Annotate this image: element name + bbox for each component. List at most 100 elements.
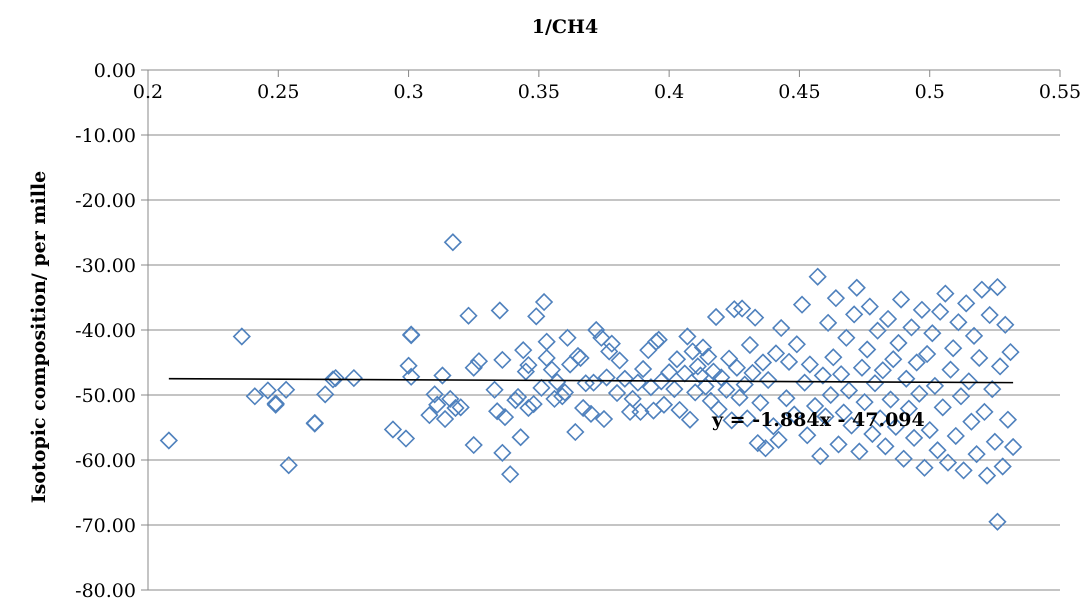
data-point bbox=[639, 341, 658, 360]
data-point bbox=[910, 384, 929, 403]
data-point bbox=[660, 363, 679, 382]
data-point bbox=[811, 446, 830, 466]
data-point bbox=[305, 414, 324, 433]
data-point bbox=[873, 361, 892, 380]
data-point bbox=[670, 400, 689, 420]
data-point bbox=[519, 398, 538, 418]
data-point bbox=[568, 346, 588, 366]
data-point bbox=[159, 431, 178, 450]
data-point bbox=[837, 328, 856, 347]
data-point bbox=[495, 407, 515, 427]
data-point bbox=[756, 439, 775, 458]
data-point bbox=[868, 321, 887, 340]
data-point bbox=[831, 365, 851, 384]
data-point bbox=[876, 437, 895, 456]
data-point bbox=[928, 441, 947, 460]
data-point bbox=[725, 300, 744, 319]
data-point bbox=[787, 335, 806, 354]
data-point bbox=[902, 318, 921, 337]
data-point bbox=[964, 326, 984, 345]
axes: 0.00 -10.00 -20.00 -30.00 -40.00 -50.00 -60.00… bbox=[75, 60, 1081, 602]
data-point bbox=[402, 325, 421, 344]
data-point bbox=[574, 398, 593, 418]
data-point bbox=[951, 387, 971, 406]
data-point bbox=[646, 332, 666, 351]
data-point bbox=[571, 348, 590, 368]
y-tick-label: -30.00 bbox=[75, 255, 136, 277]
data-point bbox=[769, 430, 788, 449]
data-point bbox=[266, 394, 285, 413]
data-point bbox=[988, 512, 1007, 531]
data-point bbox=[597, 368, 616, 387]
data-point bbox=[1003, 437, 1023, 457]
data-point bbox=[858, 340, 877, 359]
data-point bbox=[855, 393, 874, 412]
data-point bbox=[451, 398, 470, 417]
data-point bbox=[842, 416, 861, 435]
data-point bbox=[441, 389, 460, 409]
data-point bbox=[889, 333, 908, 353]
data-point bbox=[425, 385, 444, 404]
data-point bbox=[745, 308, 765, 327]
data-point bbox=[610, 351, 629, 370]
data-point bbox=[972, 280, 991, 299]
data-point bbox=[566, 422, 585, 442]
data-point bbox=[678, 327, 697, 346]
y-tick-label: -70.00 bbox=[75, 515, 136, 537]
data-point bbox=[730, 388, 749, 407]
data-point bbox=[785, 405, 804, 424]
data-point bbox=[996, 315, 1015, 334]
y-tick-label: -10.00 bbox=[75, 125, 136, 147]
data-point bbox=[524, 394, 543, 414]
x-tick-label: 0.45 bbox=[778, 81, 820, 103]
data-point bbox=[826, 289, 846, 308]
y-tick-label: -50.00 bbox=[75, 385, 136, 407]
data-point bbox=[469, 352, 489, 371]
data-point bbox=[850, 442, 869, 461]
data-point bbox=[959, 372, 978, 391]
trendline bbox=[168, 377, 1014, 384]
data-point bbox=[990, 357, 1010, 376]
data-point bbox=[511, 428, 530, 447]
data-point bbox=[936, 284, 955, 303]
data-point bbox=[501, 465, 520, 484]
data-point bbox=[704, 362, 723, 381]
data-point bbox=[834, 403, 853, 422]
data-point bbox=[923, 324, 942, 343]
data-point bbox=[829, 435, 848, 454]
data-point bbox=[795, 373, 814, 392]
y-tick-label: -40.00 bbox=[75, 320, 136, 342]
data-point bbox=[628, 373, 648, 392]
data-point bbox=[847, 278, 866, 297]
data-point bbox=[620, 402, 640, 422]
data-point bbox=[527, 307, 546, 326]
data-point bbox=[508, 387, 528, 407]
data-point bbox=[537, 332, 556, 351]
data-point bbox=[860, 297, 879, 316]
data-point bbox=[547, 372, 567, 392]
data-point bbox=[581, 404, 601, 423]
data-point bbox=[764, 417, 783, 436]
data-point bbox=[326, 368, 345, 388]
data-point bbox=[946, 426, 965, 446]
y-tick-label: -60.00 bbox=[75, 450, 136, 472]
data-point bbox=[493, 443, 512, 462]
data-point bbox=[545, 389, 564, 409]
data-point bbox=[258, 381, 277, 400]
y-axis-title: Isotopic composition/ per mille bbox=[28, 171, 50, 504]
data-point bbox=[344, 368, 363, 388]
data-point bbox=[748, 433, 767, 453]
data-point bbox=[722, 411, 741, 430]
data-point bbox=[696, 377, 715, 396]
data-point bbox=[962, 412, 981, 431]
data-point bbox=[925, 376, 945, 396]
trendline-equation: y = -1.884x - 47.094 bbox=[711, 409, 925, 431]
data-point bbox=[816, 407, 835, 426]
data-point bbox=[232, 327, 251, 346]
data-point bbox=[944, 339, 963, 358]
x-tick-label: 0.2 bbox=[133, 81, 163, 103]
data-point bbox=[878, 309, 898, 329]
data-point bbox=[917, 344, 937, 364]
data-point bbox=[245, 387, 264, 406]
